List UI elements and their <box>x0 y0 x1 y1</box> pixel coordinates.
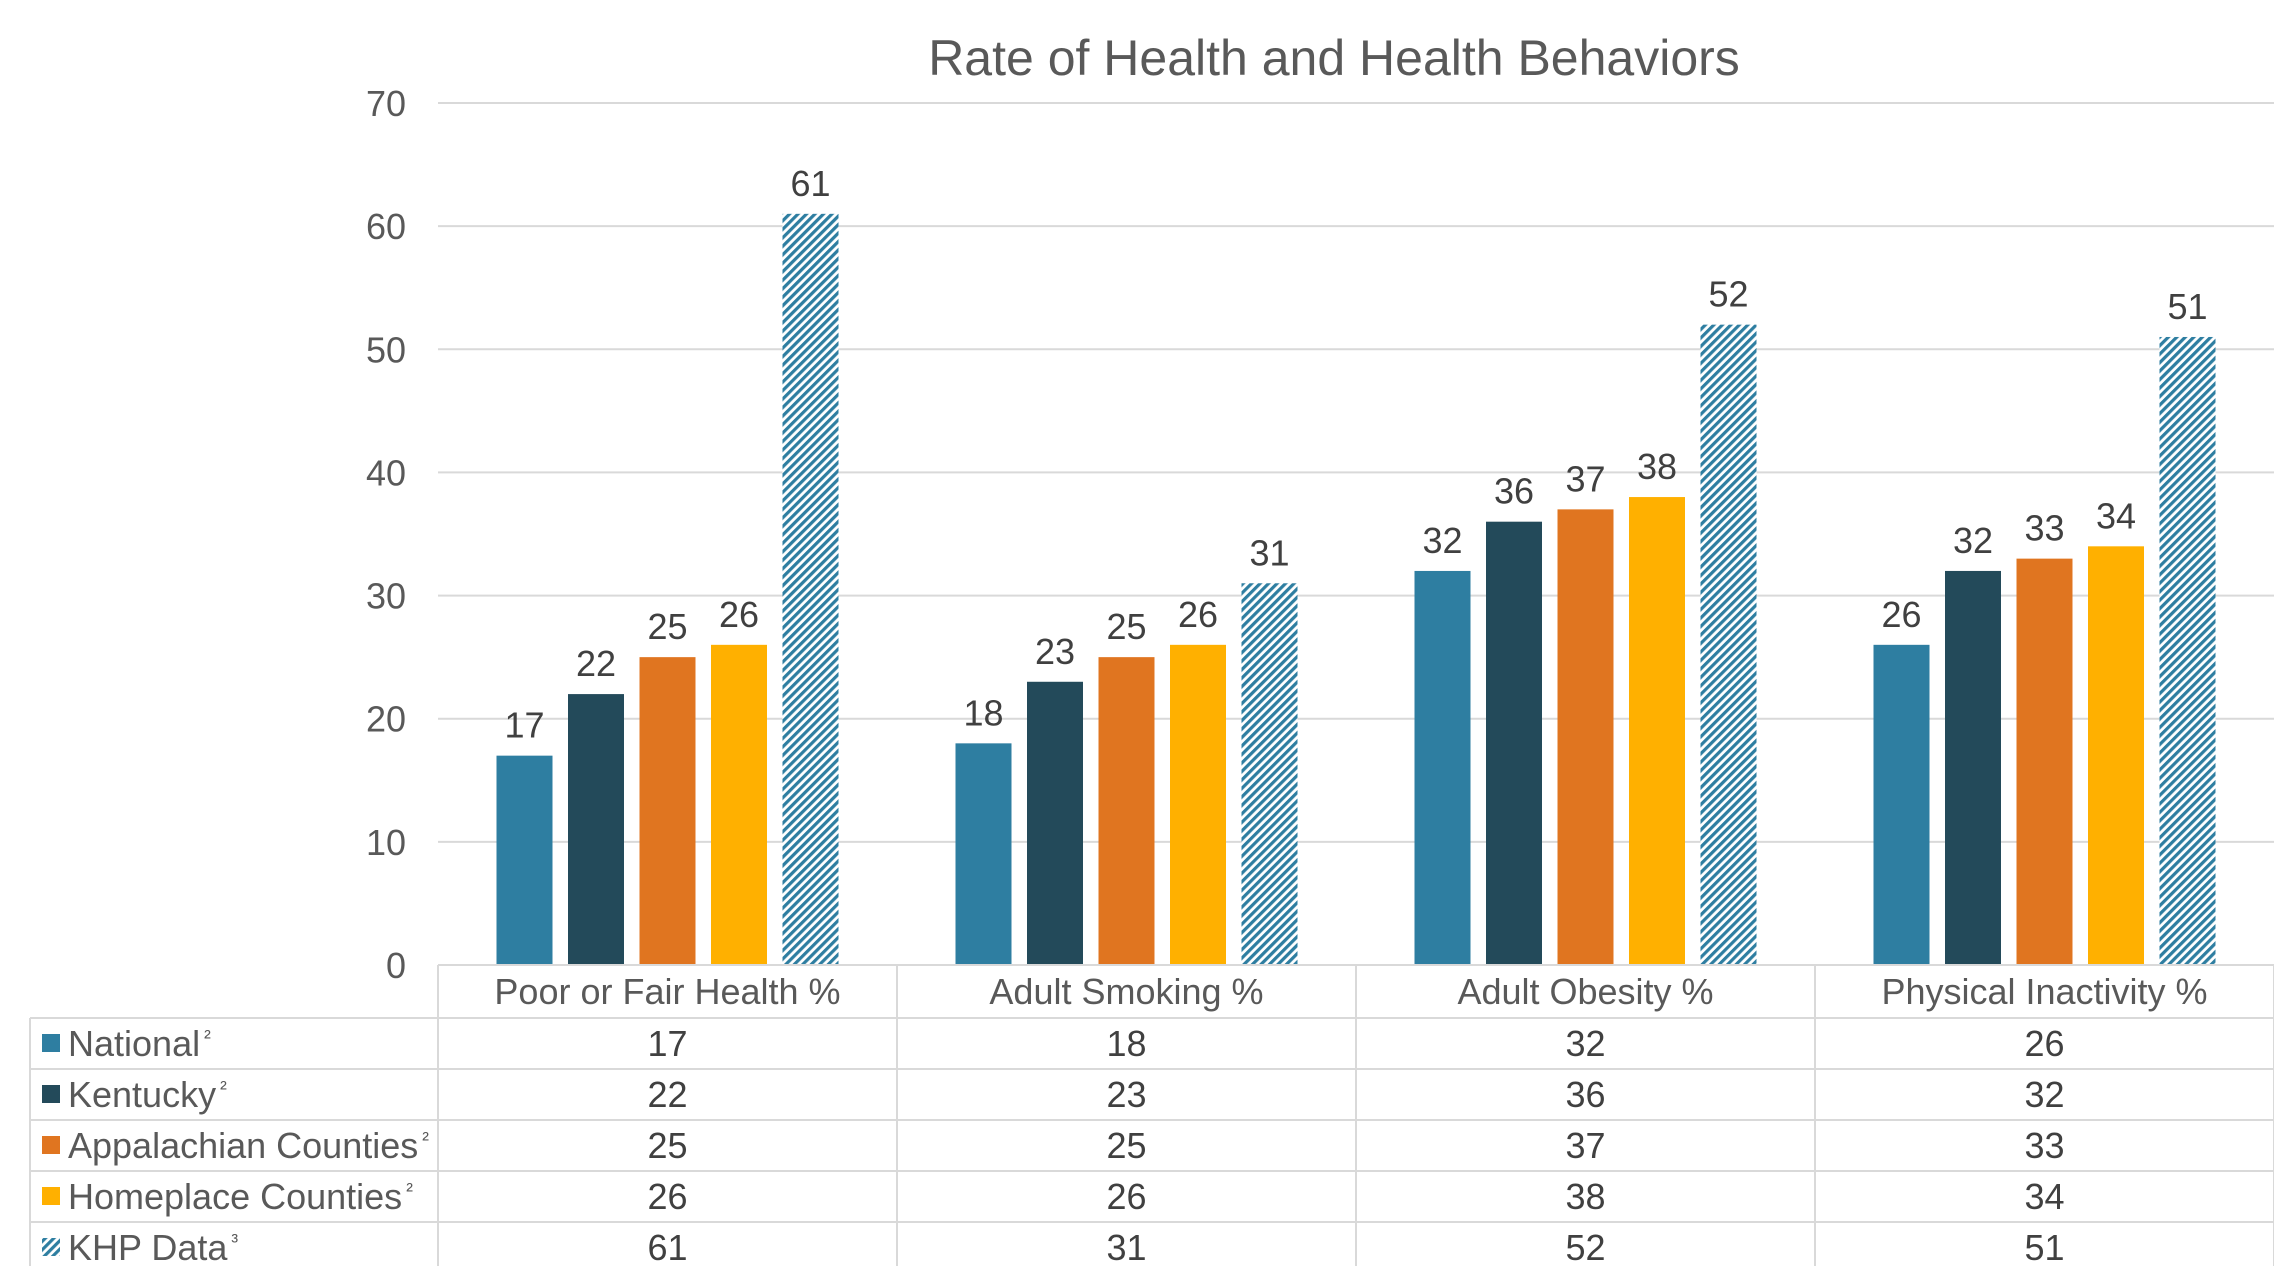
legend-label: KHP Data ³ <box>68 1227 238 1266</box>
table-cell: 33 <box>2024 1125 2064 1166</box>
bar <box>1700 324 1757 966</box>
category-label: Physical Inactivity % <box>1881 971 2207 1012</box>
bar <box>1873 644 1930 965</box>
data-label: 52 <box>1708 274 1748 315</box>
table-cell: 22 <box>647 1074 687 1115</box>
y-tick-label: 10 <box>366 822 406 863</box>
table-cell: 38 <box>1565 1176 1605 1217</box>
y-tick-label: 20 <box>366 699 406 740</box>
data-label: 51 <box>2167 286 2207 327</box>
legend-key <box>42 1085 60 1103</box>
bar <box>955 743 1012 965</box>
data-label: 23 <box>1035 631 1075 672</box>
bar <box>496 755 553 965</box>
table-cell: 32 <box>1565 1023 1605 1064</box>
y-tick-label: 30 <box>366 576 406 617</box>
data-label: 36 <box>1494 471 1534 512</box>
legend-key <box>42 1034 60 1052</box>
y-tick-label: 0 <box>386 945 406 986</box>
data-label: 22 <box>576 643 616 684</box>
table-cell: 18 <box>1106 1023 1146 1064</box>
legend-key <box>42 1238 60 1256</box>
bar <box>639 657 696 965</box>
table-cell: 32 <box>2024 1074 2064 1115</box>
bars <box>496 213 2216 966</box>
table-cell: 26 <box>2024 1023 2064 1064</box>
bar <box>1170 644 1226 965</box>
table-cell: 25 <box>1106 1125 1146 1166</box>
data-table: Poor or Fair Health % Adult Smoking % Adul… <box>29 964 2274 1266</box>
data-label: 17 <box>504 705 544 746</box>
data-label: 25 <box>1106 606 1146 647</box>
table-cell: 23 <box>1106 1074 1146 1115</box>
bar <box>1241 583 1298 965</box>
category-label: Adult Smoking % <box>989 971 1263 1012</box>
data-label: 18 <box>963 692 1003 733</box>
y-tick-label: 60 <box>366 206 406 247</box>
table-cell: 34 <box>2024 1176 2064 1217</box>
legend-label: Kentucky ² <box>68 1074 227 1115</box>
table-cell: 17 <box>647 1023 687 1064</box>
bar <box>1027 681 1083 965</box>
legend-key <box>42 1187 60 1205</box>
y-tick-label: 40 <box>366 452 406 493</box>
table-cell: 25 <box>647 1125 687 1166</box>
y-tick-label: 70 <box>366 83 406 124</box>
data-label: 25 <box>647 606 687 647</box>
category-label: Adult Obesity % <box>1457 971 1713 1012</box>
data-label: 32 <box>1422 520 1462 561</box>
data-label: 31 <box>1249 532 1289 573</box>
legend-label: National ² <box>68 1023 211 1064</box>
chart-title: Rate of Health and Health Behaviors <box>928 30 1740 86</box>
data-label: 33 <box>2024 508 2064 549</box>
data-label: 38 <box>1637 446 1677 487</box>
table-cell: 26 <box>647 1176 687 1217</box>
bar <box>711 644 767 965</box>
bar <box>2159 336 2216 965</box>
data-label: 37 <box>1565 458 1605 499</box>
y-axis-ticks: 0 10 20 30 40 50 60 70 <box>366 83 406 986</box>
table-cell: 52 <box>1565 1227 1605 1266</box>
legend-label: Appalachian Counties ² <box>68 1125 429 1166</box>
bar <box>2088 546 2144 965</box>
bar <box>1945 570 2001 965</box>
table-cell: 31 <box>1106 1227 1146 1266</box>
data-label: 34 <box>2096 495 2136 536</box>
data-label: 26 <box>1178 594 1218 635</box>
table-cell: 37 <box>1565 1125 1605 1166</box>
bar <box>1414 570 1471 965</box>
data-label: 26 <box>1881 594 1921 635</box>
y-tick-label: 50 <box>366 329 406 370</box>
table-cell: 26 <box>1106 1176 1146 1217</box>
data-labels: 17 22 25 26 61 18 23 25 26 31 32 36 37 38 52 26 32 33 34 51 <box>504 163 2207 746</box>
legend-label: Homeplace Counties ² <box>68 1176 413 1217</box>
table-cell: 36 <box>1565 1074 1605 1115</box>
bar <box>1629 497 1685 965</box>
data-label: 26 <box>719 594 759 635</box>
category-label: Poor or Fair Health % <box>494 971 840 1012</box>
data-label: 61 <box>790 163 830 204</box>
bar <box>568 694 624 965</box>
data-label: 32 <box>1953 520 1993 561</box>
table-cell: 61 <box>647 1227 687 1266</box>
table-cell: 51 <box>2024 1227 2064 1266</box>
bar <box>782 213 839 966</box>
bar <box>1486 521 1542 965</box>
bar <box>1557 509 1614 965</box>
bar <box>1098 657 1155 965</box>
legend-key <box>42 1136 60 1154</box>
bar <box>2016 558 2073 965</box>
